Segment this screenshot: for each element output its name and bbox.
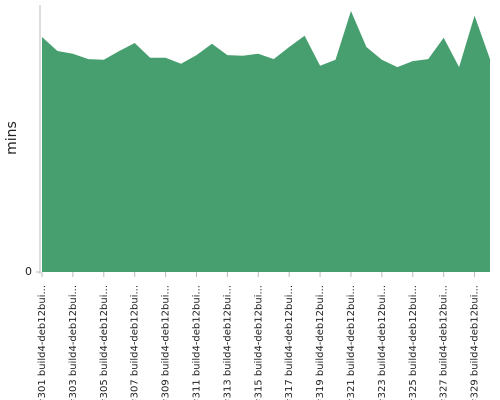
x-tick-label: #313 build4-deb12bui... — [222, 285, 233, 400]
x-tick-label: #329 build4-deb12bui... — [470, 285, 481, 400]
x-tick-label: #319 build4-deb12bui... — [315, 285, 326, 400]
x-tick-label: #325 build4-deb12bui... — [408, 285, 419, 400]
x-tick-label: #315 build4-deb12bui... — [253, 285, 264, 400]
area — [42, 11, 490, 272]
x-tick-label: #311 build4-deb12bui... — [191, 285, 202, 400]
x-tick-label: #301 build4-deb12bui... — [37, 285, 48, 400]
x-tick-label: #309 build4-deb12bui... — [161, 285, 172, 400]
x-tick-label: #317 build4-deb12bui... — [284, 285, 295, 400]
x-tick-label: #327 build4-deb12bui... — [439, 285, 450, 400]
x-tick-label: #321 build4-deb12bui... — [346, 285, 357, 400]
y-axis-label: mins — [4, 121, 20, 155]
x-tick-label: #307 build4-deb12bui... — [130, 285, 141, 400]
x-tick-label: #303 build4-deb12bui... — [68, 285, 79, 400]
y-tick-label: 0 — [25, 265, 32, 278]
x-tick-label: #323 build4-deb12bui... — [377, 285, 388, 400]
x-tick-label: #305 build4-deb12bui... — [99, 285, 110, 400]
